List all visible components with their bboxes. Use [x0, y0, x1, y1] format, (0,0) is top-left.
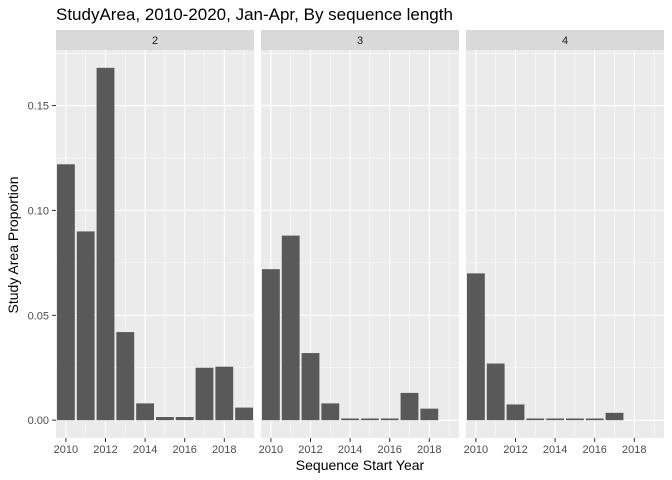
- x-tick-label: 2016: [582, 444, 606, 456]
- facet-panel-3: 3 2010 2012 2014 2016 2018: [259, 30, 459, 456]
- bar: [261, 269, 280, 421]
- y-tick-label: 0.10: [28, 205, 49, 217]
- bar: [235, 407, 254, 421]
- x-tick-label: 2018: [622, 444, 646, 456]
- x-tick-label: 2012: [93, 444, 117, 456]
- x-tick-label: 2012: [298, 444, 322, 456]
- y-axis: 0.00 0.05 0.10 0.15: [28, 101, 56, 427]
- x-tick-label: 2012: [503, 444, 527, 456]
- chart-title: StudyArea, 2010-2020, Jan-Apr, By sequen…: [56, 5, 453, 24]
- bar: [116, 332, 135, 421]
- x-tick-label: 2014: [338, 444, 362, 456]
- y-tick-label: 0.05: [28, 310, 49, 322]
- x-tick-label: 2018: [212, 444, 236, 456]
- bar: [400, 392, 419, 421]
- facet-strip: [261, 30, 459, 50]
- bar: [341, 418, 360, 421]
- bar: [301, 353, 320, 421]
- x-tick-label: 2016: [172, 444, 196, 456]
- y-axis-title: Study Area Proportion: [5, 177, 21, 314]
- facet-panel-4: 4 2010 2012 2014 2016 2018: [464, 30, 664, 456]
- x-tick-label: 2010: [54, 444, 78, 456]
- facet-strip-label: 4: [562, 35, 568, 47]
- x-tick-label: 2018: [417, 444, 441, 456]
- x-axis-title: Sequence Start Year: [296, 457, 425, 473]
- bar: [155, 417, 174, 421]
- bar: [360, 418, 379, 421]
- bar: [605, 412, 624, 421]
- bar: [380, 418, 399, 421]
- x-tick-label: 2010: [464, 444, 488, 456]
- y-tick-label: 0.15: [28, 101, 49, 113]
- bar: [195, 367, 214, 421]
- facet-strip: [56, 30, 254, 50]
- bar: [281, 235, 300, 421]
- bar: [585, 418, 604, 421]
- bar: [96, 67, 115, 421]
- bar: [420, 408, 439, 421]
- bar: [56, 164, 75, 421]
- facet-panel-2: 2 2010 2012 2014 2016 2018: [54, 30, 254, 456]
- bar: [506, 404, 525, 421]
- bar: [136, 403, 155, 421]
- bar: [321, 403, 340, 421]
- bar: [565, 418, 584, 421]
- x-tick-label: 2014: [133, 444, 157, 456]
- facet-strip: [466, 30, 664, 50]
- bar: [175, 417, 194, 421]
- bar: [526, 418, 545, 421]
- bar: [546, 418, 565, 421]
- bar: [486, 363, 505, 421]
- x-tick-label: 2010: [259, 444, 283, 456]
- bar: [215, 366, 234, 421]
- bar: [76, 231, 95, 421]
- facet-strip-label: 3: [357, 35, 363, 47]
- x-tick-label: 2016: [377, 444, 401, 456]
- facet-panels: 2 2010 2012 2014 2016 2018 3 2010 2012 2014 2016 20…: [54, 30, 664, 456]
- y-tick-label: 0.00: [28, 415, 49, 427]
- x-tick-label: 2014: [543, 444, 567, 456]
- facet-strip-label: 2: [152, 35, 158, 47]
- bar: [466, 273, 485, 421]
